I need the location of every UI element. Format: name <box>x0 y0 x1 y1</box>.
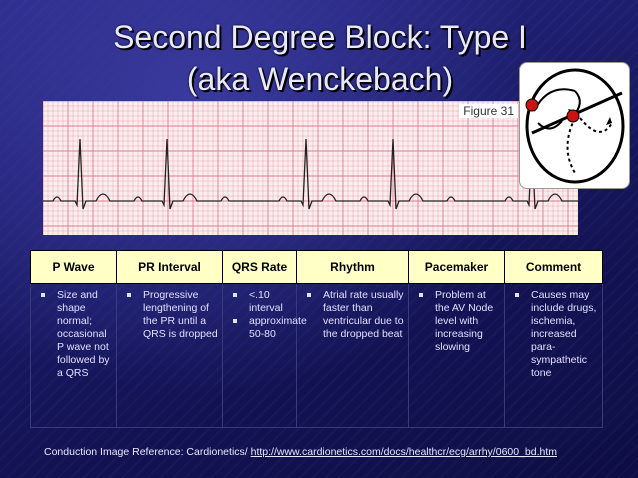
cell-pr-interval: Progressive lengthening of the PR until … <box>116 283 223 428</box>
ecg-trace <box>43 101 578 235</box>
wenckebach-table: P Wave PR Interval QRS Rate Rhythm Pacem… <box>30 250 603 428</box>
cell-pacemaker: Problem at the AV Node level with increa… <box>408 283 505 428</box>
image-reference: Conduction Image Reference: Cardionetics… <box>44 446 557 458</box>
bullet-item: <.10 interval <box>233 289 292 315</box>
bullet-item: Progressive lengthening of the PR until … <box>127 289 218 340</box>
header-qrs-rate: QRS Rate <box>222 250 297 284</box>
heart-conduction-diagram <box>519 62 630 189</box>
slide-title-line2: (aka Wenckebach) <box>186 61 454 97</box>
bullet-item: Size and shape normal; occasional P wave… <box>41 289 112 380</box>
cell-p-wave: Size and shape normal; occasional P wave… <box>30 283 117 428</box>
bullet-item: Causes may include drugs, ischemia, incr… <box>515 289 597 379</box>
header-comment: Comment <box>504 250 603 284</box>
header-pr-interval: PR Interval <box>116 250 223 284</box>
ecg-strip: Figure 31 <box>43 101 578 235</box>
figure-label: Figure 31 <box>459 104 518 118</box>
cell-rhythm: Atrial rate usually faster than ventricu… <box>296 283 409 428</box>
bullet-item: Atrial rate usually faster than ventricu… <box>307 289 404 340</box>
bullet-item: Problem at the AV Node level with increa… <box>419 289 500 354</box>
reference-link[interactable]: http://www.cardionetics.com/docs/healthc… <box>250 446 558 458</box>
header-p-wave: P Wave <box>30 250 117 284</box>
header-pacemaker: Pacemaker <box>408 250 505 284</box>
slide-title-line1: Second Degree Block: Type I <box>113 19 527 55</box>
bullet-item: approximate 50-80 <box>233 315 307 340</box>
reference-prefix: Conduction Image Reference: Cardionetics… <box>44 446 251 458</box>
cell-qrs-rate: <.10 interval approximate 50-80 <box>222 283 307 428</box>
cell-comment: Causes may include drugs, ischemia, incr… <box>504 283 603 428</box>
header-rhythm: Rhythm <box>296 250 409 284</box>
